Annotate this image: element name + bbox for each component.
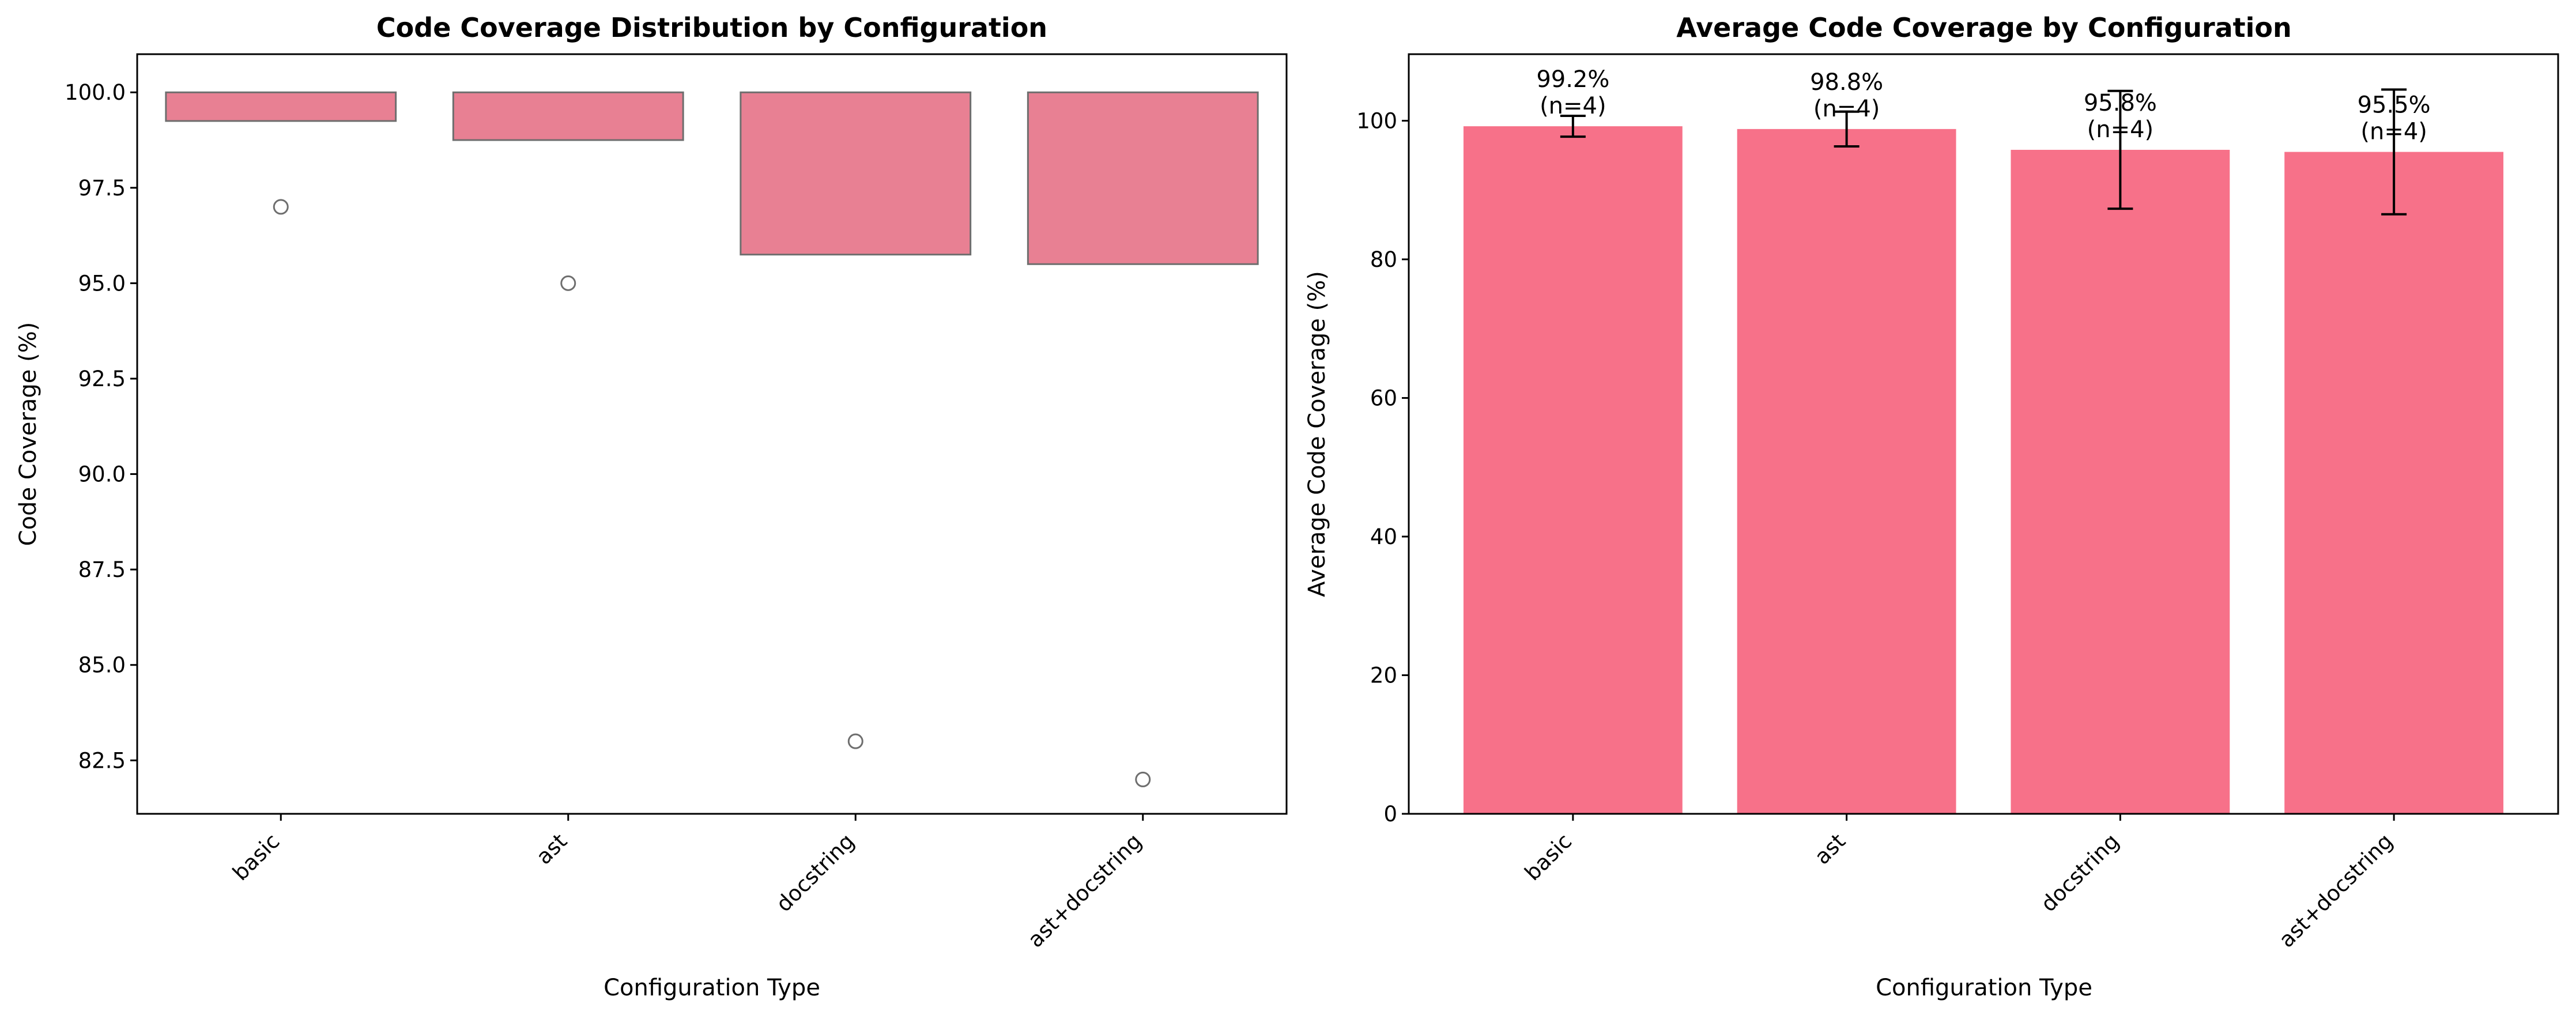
bar-basic — [1463, 126, 1683, 814]
box-basic — [165, 91, 397, 122]
boxplot-x-tick-label: ast+docstring — [1023, 829, 1146, 952]
barchart-y-tick-label: 0 — [1383, 802, 1397, 826]
barchart-x-tick-label: ast — [1810, 829, 1850, 869]
boxplot-title: Code Coverage Distribution by Configurat… — [376, 12, 1047, 43]
barchart-y-tick-label: 40 — [1370, 524, 1397, 549]
outlier-point — [273, 199, 289, 215]
boxplot-y-axis-label: Code Coverage (%) — [15, 322, 42, 546]
boxplot-plot-area: 82.5 85.0 87.5 90.0 92.5 95.0 97.5 100.0 basic as… — [65, 80, 1259, 952]
boxplot-y-tick-label: 97.5 — [78, 176, 126, 201]
boxplot-axes-frame — [136, 53, 1288, 815]
bar-data-label: 99.2% (n=4) — [1536, 66, 1609, 119]
bar-data-label: 95.8% (n=4) — [2084, 90, 2157, 143]
bar-value-label: 98.8% — [1810, 69, 1883, 96]
boxplot-x-tick-label: basic — [228, 829, 284, 885]
bar-docstring — [2011, 149, 2230, 814]
boxplot-y-tick-label: 95.0 — [78, 271, 126, 296]
bar-ast — [1737, 129, 1956, 814]
bar-count-label: (n=4) — [2087, 116, 2154, 143]
bar-count-label: (n=4) — [2360, 119, 2427, 145]
boxplot-x-tick-label: ast — [531, 829, 572, 869]
bar-data-label: 98.8% (n=4) — [1810, 69, 1883, 122]
boxplot-x-tick-label: docstring — [771, 829, 859, 917]
bar-value-label: 99.2% — [1536, 66, 1609, 93]
boxplot-x-axis-label: Configuration Type — [604, 975, 820, 1001]
outlier-point — [1135, 771, 1151, 787]
barchart-panel: Average Code Coverage by Configuration 0… — [1304, 12, 2559, 1001]
bar-value-label: 95.5% — [2358, 92, 2431, 119]
boxplot-y-tick-label: 90.0 — [78, 462, 126, 487]
barchart-y-tick-label: 100 — [1356, 108, 1397, 133]
box-docstring — [740, 91, 972, 256]
barchart-x-axis-label: Configuration Type — [1876, 975, 2092, 1001]
barchart-y-axis-label: Average Code Coverage (%) — [1304, 271, 1330, 597]
boxplot-y-tick-label: 92.5 — [78, 367, 126, 391]
barchart-y-tick-label: 60 — [1370, 386, 1397, 410]
barchart-x-tick-label: docstring — [2036, 829, 2124, 917]
bar-data-label: 95.5% (n=4) — [2358, 92, 2431, 145]
bar-ast+docstring — [2284, 152, 2504, 814]
barchart-y-tick-label: 80 — [1370, 247, 1397, 272]
bar-count-label: (n=4) — [1813, 96, 1880, 122]
bar-value-label: 95.8% — [2084, 90, 2157, 116]
box-ast+docstring — [1027, 91, 1259, 265]
box-ast — [452, 91, 684, 141]
boxplot-y-tick-label: 87.5 — [78, 557, 126, 582]
boxplot-panel: Code Coverage Distribution by Configurat… — [15, 12, 1288, 1001]
barchart-x-tick-label: basic — [1520, 829, 1576, 885]
bar-count-label: (n=4) — [1540, 93, 1606, 119]
outlier-point — [847, 733, 863, 749]
boxplot-y-tick-label: 100.0 — [65, 80, 126, 105]
barchart-x-tick-label: ast+docstring — [2274, 829, 2397, 952]
barchart-y-tick-label: 20 — [1370, 663, 1397, 688]
boxplot-y-tick-label: 82.5 — [78, 748, 126, 773]
outlier-point — [560, 275, 576, 291]
barchart-title: Average Code Coverage by Configuration — [1676, 12, 2292, 43]
barchart-axes-frame — [1408, 53, 2559, 815]
boxplot-y-tick-label: 85.0 — [78, 653, 126, 678]
